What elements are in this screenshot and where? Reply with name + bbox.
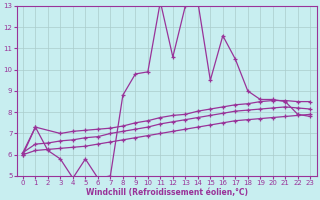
X-axis label: Windchill (Refroidissement éolien,°C): Windchill (Refroidissement éolien,°C)	[85, 188, 248, 197]
